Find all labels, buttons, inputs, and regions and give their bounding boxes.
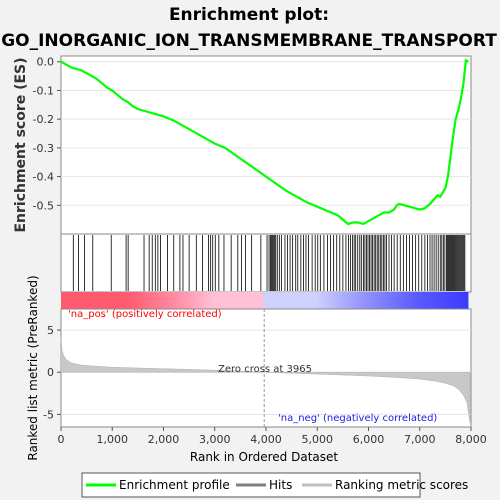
chart-title-line2: GO_INORGANIC_ION_TRANSMEMBRANE_TRANSPORT	[1, 31, 497, 51]
es-tick-label: 0.0	[37, 56, 55, 69]
x-axis-label: Rank in Ordered Dataset	[190, 450, 338, 464]
ranking-metric-area	[60, 336, 471, 423]
hit-marks	[72, 235, 466, 291]
correlation-gradient	[61, 292, 469, 309]
x-tick-label: 2,000	[148, 433, 180, 446]
es-tick-label: -0.5	[33, 199, 54, 212]
x-tick-label: 5,000	[302, 433, 334, 446]
pos-correlated-label: 'na_pos' (positively correlated)	[68, 309, 222, 320]
metric-tick-label: 5	[47, 324, 54, 337]
x-tick-label: 0	[58, 433, 65, 446]
legend: Enrichment profile Hits Ranking metric s…	[81, 472, 468, 498]
x-tick-label: 1,000	[97, 433, 129, 446]
metric-tick-label: -5	[43, 408, 54, 421]
x-tick-label: 7,000	[404, 433, 436, 446]
x-tick-label: 4,000	[250, 433, 282, 446]
chart-title-line1: Enrichment plot:	[169, 5, 329, 25]
es-y-axis-label: Enrichment score (ES)	[13, 57, 29, 232]
metric-tick-label: 0	[47, 366, 54, 379]
es-y-ticks: 0.0 -0.1 -0.2 -0.3 -0.4 -0.5	[33, 56, 61, 212]
x-tick-label: 8,000	[455, 433, 487, 446]
es-tick-label: -0.1	[33, 84, 54, 97]
es-tick-label: -0.4	[33, 171, 54, 184]
legend-label-hits: Hits	[269, 478, 292, 492]
neg-correlated-label: 'na_neg' (negatively correlated)	[278, 413, 437, 424]
hits-panel	[60, 233, 472, 293]
enrichment-profile-line	[60, 58, 469, 226]
legend-label-metric: Ranking metric scores	[335, 478, 468, 492]
x-axis-ticks: 0 1,000 2,000 3,000 4,000 5,000 6,000 7,000 8,00…	[58, 427, 487, 446]
es-tick-label: -0.2	[33, 113, 54, 126]
metric-y-ticks: 5 0 -5	[43, 324, 61, 421]
legend-label-enrichment: Enrichment profile	[119, 478, 230, 492]
zero-cross-label: Zero cross at 3965	[218, 364, 312, 375]
x-tick-label: 6,000	[353, 433, 385, 446]
x-tick-label: 3,000	[199, 433, 231, 446]
correlation-color-band	[61, 292, 469, 309]
metric-y-axis-label: Ranked list metric (PreRanked)	[26, 275, 40, 460]
es-tick-label: -0.3	[33, 142, 54, 155]
